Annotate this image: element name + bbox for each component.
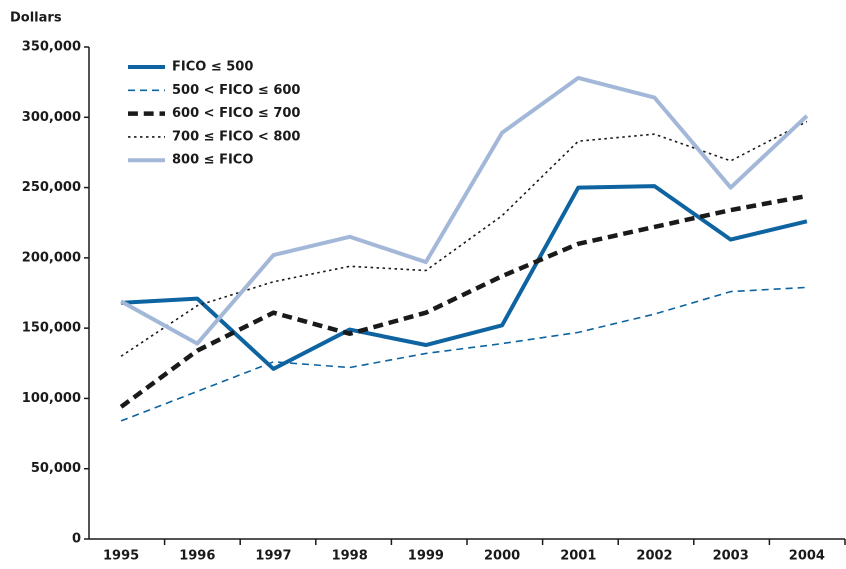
series-line: [120, 75, 809, 346]
y-tick-label: 250,000: [22, 180, 81, 195]
y-tick-label: 50,000: [31, 461, 81, 476]
x-tick-label: 2003: [713, 549, 749, 564]
legend-label: 600 < FICO ≤ 700: [172, 106, 300, 121]
x-tick-label: 1997: [255, 549, 291, 564]
legend-label: 800 ≤ FICO: [172, 153, 253, 168]
x-tick-label: 1998: [332, 549, 368, 564]
x-tick-label: 1996: [179, 549, 215, 564]
x-tick-label: 2002: [636, 549, 672, 564]
y-tick-label: 200,000: [22, 250, 81, 265]
x-tick-label: 2000: [484, 549, 520, 564]
legend-label: 500 < FICO ≤ 600: [172, 83, 300, 98]
x-tick-label: 2001: [560, 549, 596, 564]
x-tick-label: 1995: [103, 549, 139, 564]
y-tick-label: 150,000: [22, 321, 81, 336]
y-tick-label: 300,000: [22, 110, 81, 125]
y-tick-label: 0: [72, 532, 81, 547]
y-tick-label: 100,000: [22, 391, 81, 406]
x-tick-label: 2004: [789, 549, 825, 564]
legend-label: FICO ≤ 500: [172, 60, 253, 75]
legend-label: 700 ≤ FICO < 800: [172, 129, 300, 144]
x-tick-label: 1999: [408, 549, 444, 564]
y-axis-label: Dollars: [10, 11, 62, 26]
series-line: [120, 286, 807, 422]
series-line: [119, 193, 808, 409]
series-line: [120, 120, 808, 357]
y-tick-label: 350,000: [22, 40, 81, 55]
series-line: [120, 184, 808, 371]
